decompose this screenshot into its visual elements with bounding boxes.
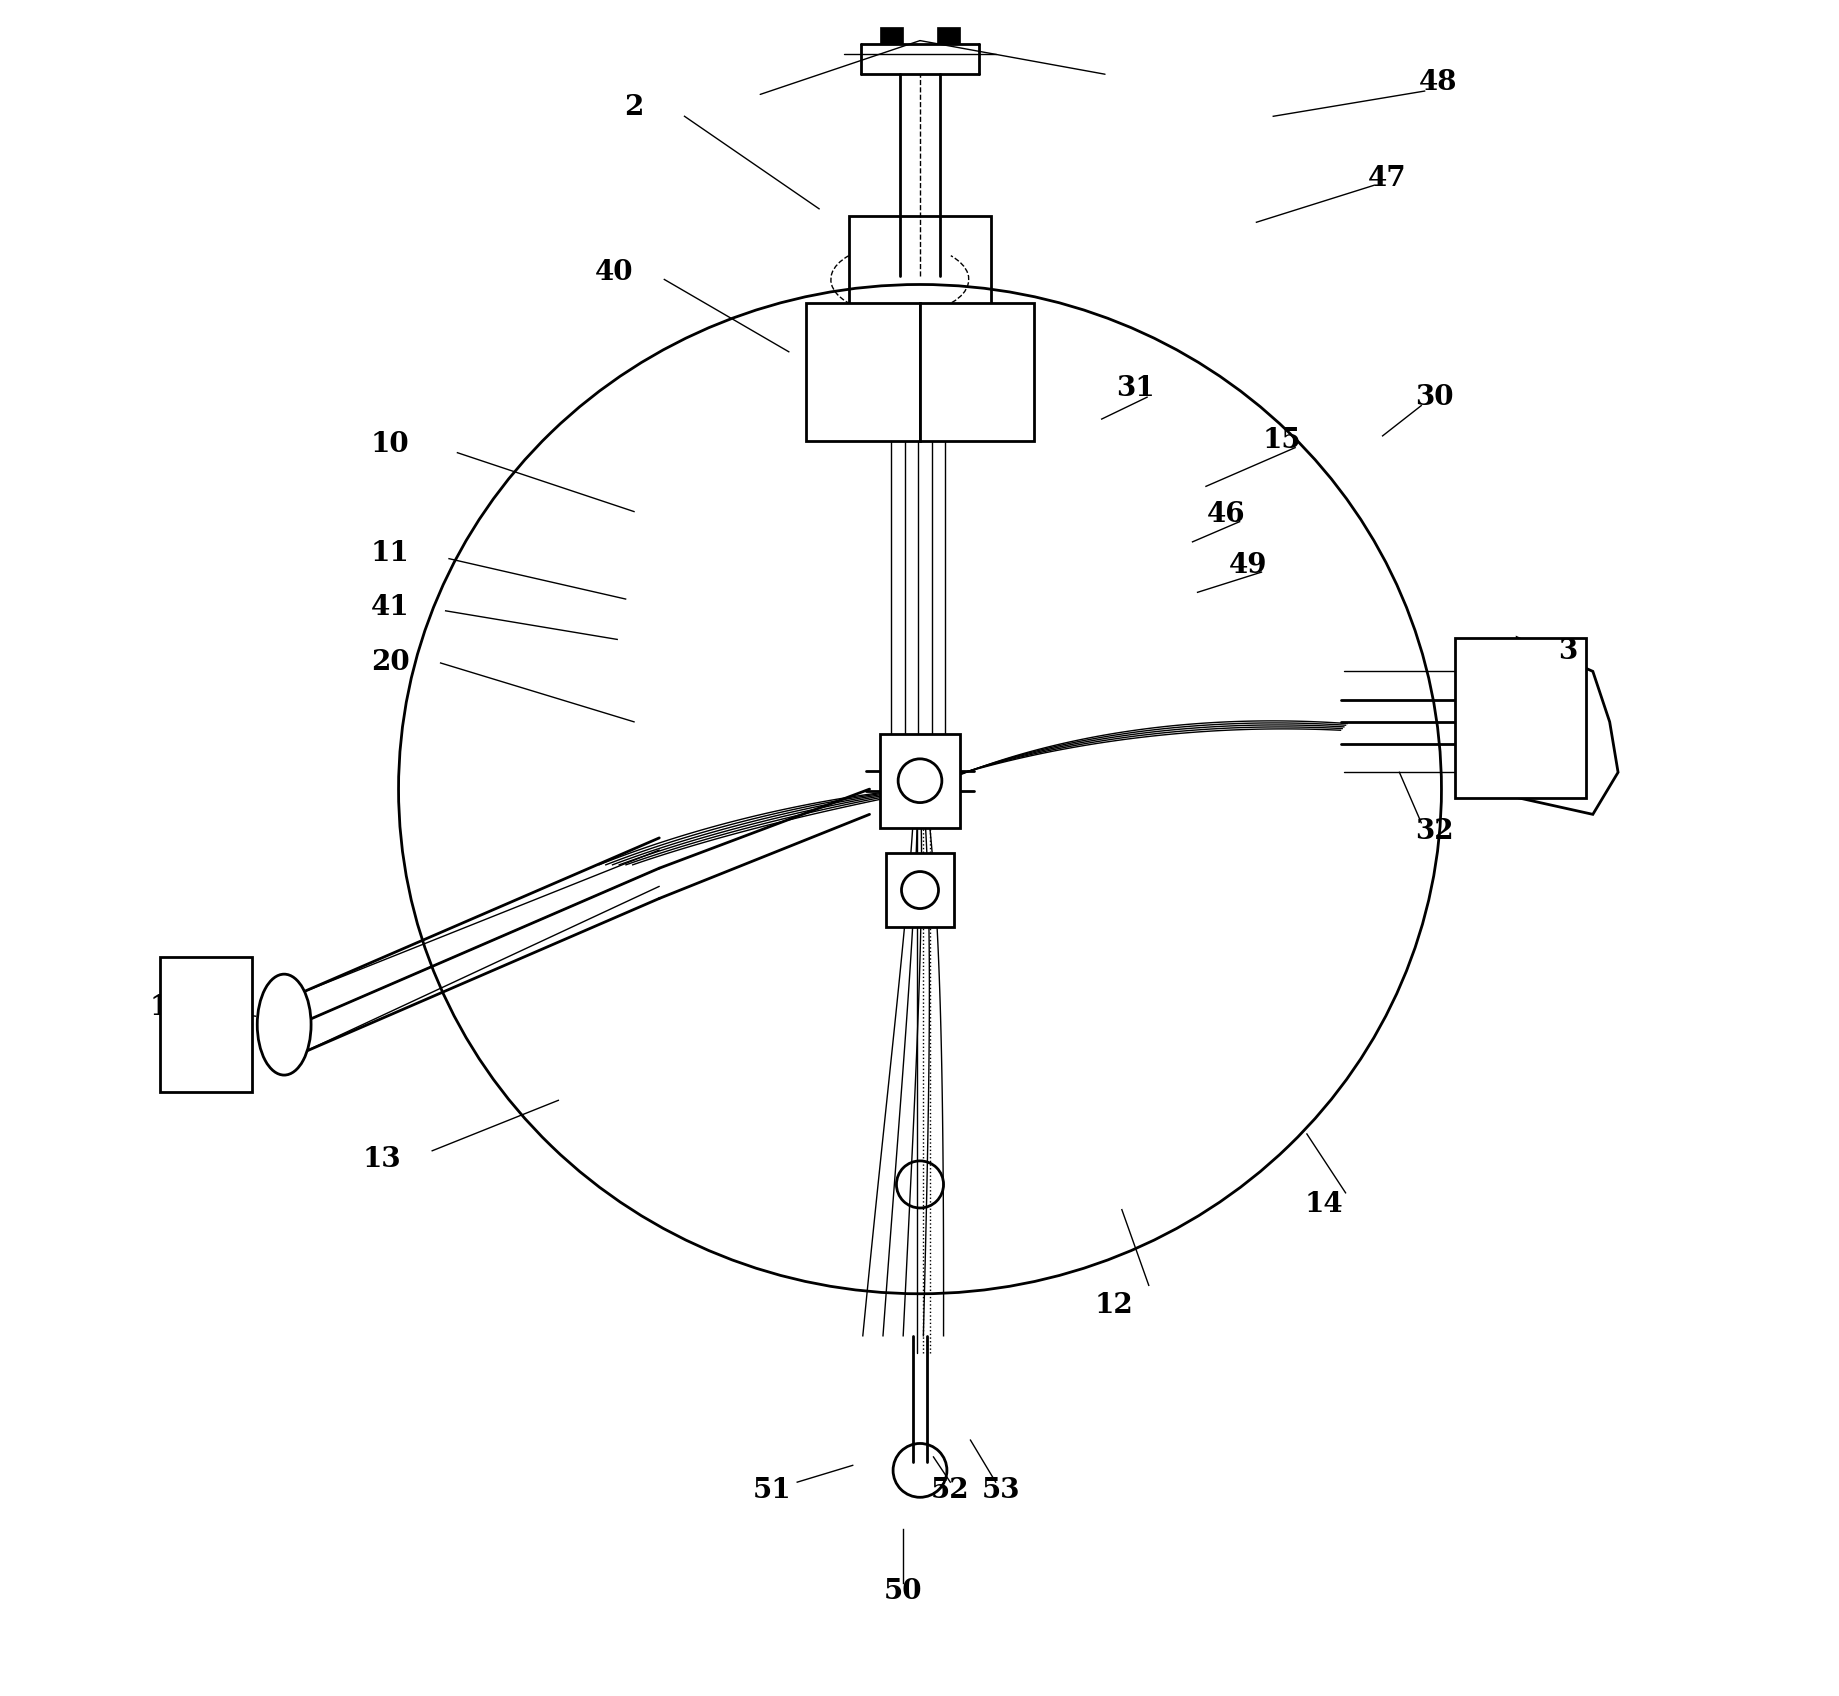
Text: 1: 1 <box>151 994 169 1021</box>
Text: 10: 10 <box>371 431 410 458</box>
Bar <box>850 215 989 314</box>
Text: 3: 3 <box>1558 638 1576 665</box>
Bar <box>936 27 960 44</box>
Text: 13: 13 <box>362 1146 401 1172</box>
Bar <box>920 304 1034 441</box>
Text: 40: 40 <box>594 259 633 287</box>
Ellipse shape <box>257 974 311 1075</box>
Text: 14: 14 <box>1304 1191 1342 1218</box>
Text: 12: 12 <box>1094 1292 1133 1319</box>
Text: 48: 48 <box>1418 70 1456 97</box>
Bar <box>879 734 960 828</box>
Bar <box>1455 638 1585 797</box>
Bar <box>160 957 252 1092</box>
Text: 30: 30 <box>1414 383 1453 410</box>
Text: 52: 52 <box>931 1477 969 1504</box>
Text: 46: 46 <box>1206 502 1245 529</box>
Text: 2: 2 <box>623 95 644 122</box>
Text: 41: 41 <box>371 594 410 621</box>
Text: 50: 50 <box>883 1577 921 1604</box>
Bar <box>886 853 953 928</box>
Text: 15: 15 <box>1262 427 1300 455</box>
Text: 32: 32 <box>1414 817 1453 845</box>
Bar <box>805 304 920 441</box>
Text: 49: 49 <box>1228 551 1267 578</box>
Text: 20: 20 <box>371 650 410 677</box>
Text: 51: 51 <box>752 1477 791 1504</box>
Text: 53: 53 <box>980 1477 1019 1504</box>
Text: 11: 11 <box>370 539 410 566</box>
Text: 47: 47 <box>1368 165 1407 192</box>
Text: 31: 31 <box>1116 375 1155 402</box>
Polygon shape <box>1517 638 1616 814</box>
Bar <box>879 27 903 44</box>
